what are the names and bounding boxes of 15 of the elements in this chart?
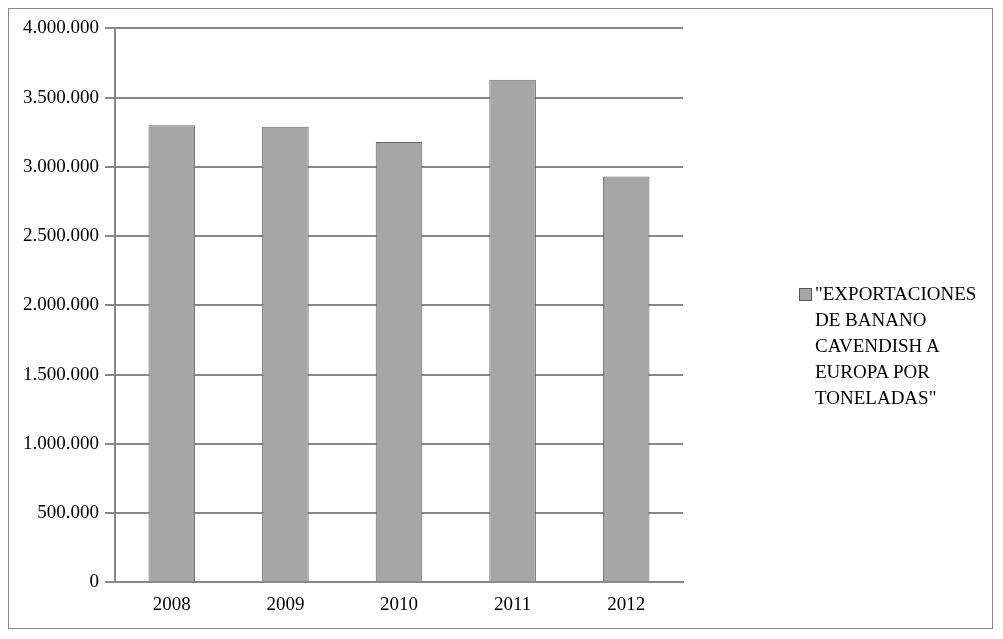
y-tick-label: 1.500.000: [23, 362, 99, 384]
y-tick-label: 0: [89, 570, 99, 592]
x-tick-label: 2010: [380, 592, 418, 614]
x-tick-label: 2011: [493, 592, 532, 614]
x-tick-label: 2012: [607, 592, 646, 614]
y-tick-label: 2.500.000: [23, 224, 99, 246]
x-tick-label: 2008: [152, 592, 191, 614]
y-tick-label: 500.000: [37, 500, 99, 522]
y-tick-label: 1.000.000: [23, 431, 99, 453]
y-tick-label: 4.000.000: [23, 16, 99, 38]
legend-label: "EXPORTACIONES DE BANANO CAVENDISH A EUROPA POR TONELADAS": [815, 282, 978, 410]
y-tick-label: 3.500.000: [23, 85, 99, 107]
y-tick-label: 2.000.000: [23, 293, 99, 315]
x-tick-label: 2009: [266, 592, 305, 614]
y-tick-label: 3.000.000: [23, 154, 99, 176]
